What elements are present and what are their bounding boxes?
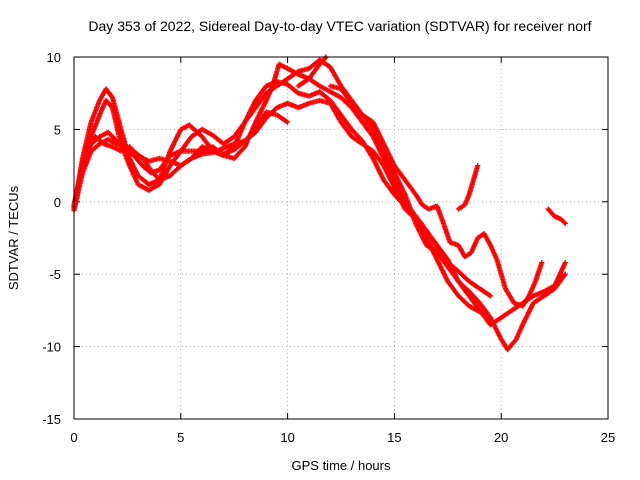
x-tick-label: 0 — [70, 430, 77, 445]
series-trace-8 — [455, 163, 481, 212]
plot-frame — [73, 56, 609, 420]
x-axis-label: GPS time / hours — [292, 458, 391, 473]
series-trace-6 — [295, 54, 329, 89]
y-tick-label: -5 — [49, 267, 61, 282]
x-tick-label: 15 — [387, 430, 401, 445]
y-tick-label: -15 — [42, 412, 61, 427]
data-point-marker — [539, 260, 545, 266]
data-point-marker — [487, 317, 494, 324]
data-point-marker — [562, 271, 568, 277]
y-axis-label: SDTVAR / TECUs — [6, 185, 21, 290]
series-trace-5 — [71, 109, 291, 208]
data-points — [71, 54, 568, 353]
data-point-marker — [285, 119, 291, 125]
grid-lines — [74, 57, 608, 419]
x-tick-label: 25 — [601, 430, 615, 445]
series-trace-9 — [545, 206, 568, 227]
x-tick-label: 10 — [280, 430, 294, 445]
series-trace-7 — [327, 83, 545, 309]
x-tick-label: 5 — [177, 430, 184, 445]
x-tick-label: 20 — [494, 430, 508, 445]
data-point-marker — [322, 55, 328, 61]
chart-title: Day 353 of 2022, Sidereal Day-to-day VTE… — [88, 18, 591, 34]
data-point-marker — [487, 293, 494, 299]
data-point-marker — [562, 260, 568, 266]
axis-ticks: 0 5 10 15 20 25 -15 -10 -5 0 5 10 — [42, 50, 615, 445]
data-point-marker — [562, 220, 568, 227]
series-trace-2 — [71, 57, 568, 328]
y-tick-label: 0 — [54, 195, 61, 210]
data-point-marker — [475, 163, 481, 169]
y-tick-label: 5 — [54, 122, 61, 137]
y-tick-label: -10 — [42, 340, 61, 355]
y-tick-label: 10 — [47, 50, 61, 65]
series-trace-1 — [71, 79, 568, 353]
